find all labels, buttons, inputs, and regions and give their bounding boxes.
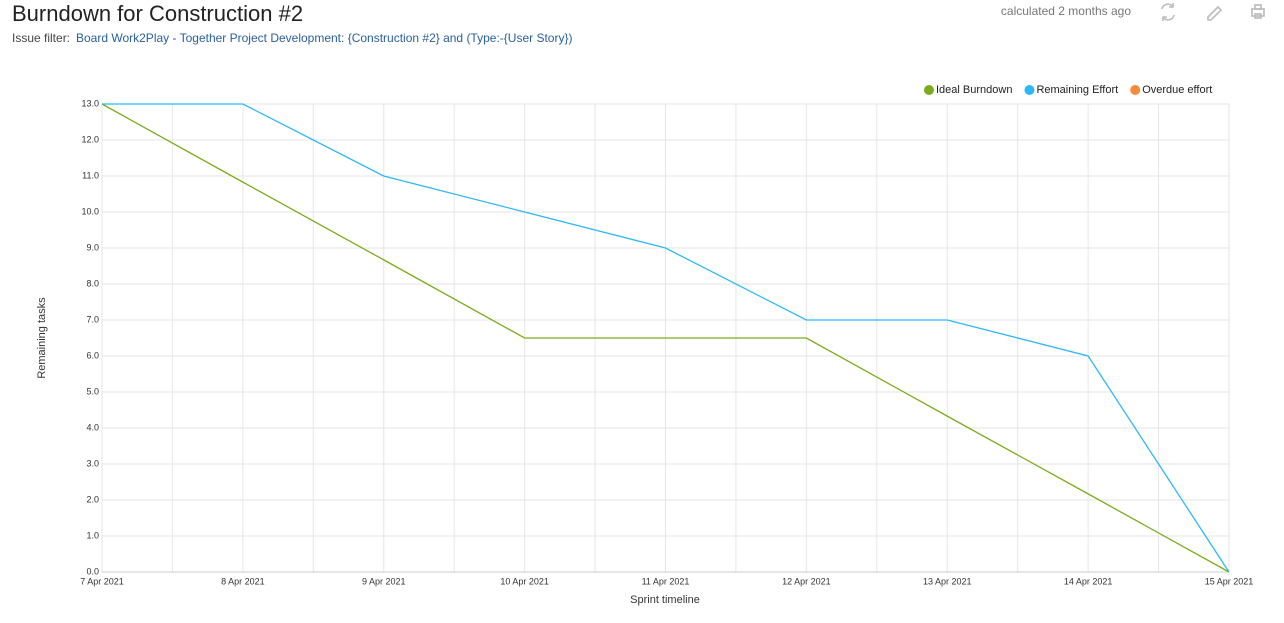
- legend-label: Remaining Effort: [1036, 84, 1118, 96]
- x-axis-label: Sprint timeline: [630, 594, 700, 606]
- y-tick-label: 9.0: [86, 242, 99, 252]
- x-tick-label: 13 Apr 2021: [923, 576, 972, 586]
- x-tick-label: 7 Apr 2021: [80, 576, 124, 586]
- y-tick-label: 11.0: [82, 170, 99, 180]
- series-line: [102, 103, 1230, 573]
- edit-icon[interactable]: [1207, 5, 1223, 21]
- y-tick-label: 8.0: [86, 278, 99, 288]
- legend-swatch: [1130, 85, 1141, 95]
- calculated-time: calculated 2 months ago: [1001, 4, 1131, 18]
- y-tick-label: 4.0: [86, 422, 99, 432]
- y-axis-label: Remaining tasks: [36, 297, 48, 379]
- x-tick-label: 12 Apr 2021: [782, 576, 831, 586]
- y-tick-label: 10.0: [81, 206, 99, 216]
- y-tick-label: 13.0: [81, 98, 99, 108]
- series-line: [101, 103, 1230, 573]
- y-tick-label: 5.0: [86, 386, 99, 396]
- refresh-icon[interactable]: [1161, 3, 1175, 21]
- legend-swatch: [924, 85, 934, 95]
- filter-label: Issue filter:: [12, 31, 70, 45]
- x-tick-label: 11 Apr 2021: [642, 576, 690, 586]
- y-tick-label: 6.0: [86, 350, 99, 360]
- x-tick-label: 8 Apr 2021: [221, 576, 265, 586]
- y-tick-label: 1.0: [86, 530, 99, 540]
- x-tick-label: 15 Apr 2021: [1205, 576, 1254, 586]
- x-tick-label: 9 Apr 2021: [362, 576, 406, 586]
- legend-swatch: [1024, 85, 1035, 95]
- print-icon[interactable]: [1251, 4, 1265, 19]
- y-tick-label: 12.0: [81, 134, 99, 144]
- y-tick-label: 2.0: [86, 494, 99, 504]
- x-tick-label: 14 Apr 2021: [1064, 576, 1113, 586]
- y-tick-label: 0.0: [86, 566, 99, 576]
- y-tick-label: 7.0: [86, 314, 99, 324]
- legend-label: Ideal Burndown: [936, 84, 1012, 96]
- page-title: Burndown for Construction #2: [12, 1, 303, 26]
- y-tick-label: 3.0: [86, 458, 99, 468]
- x-tick-label: 10 Apr 2021: [500, 576, 549, 586]
- legend-label: Overdue effort: [1142, 84, 1212, 96]
- filter-link[interactable]: Board Work2Play - Together Project Devel…: [76, 31, 572, 45]
